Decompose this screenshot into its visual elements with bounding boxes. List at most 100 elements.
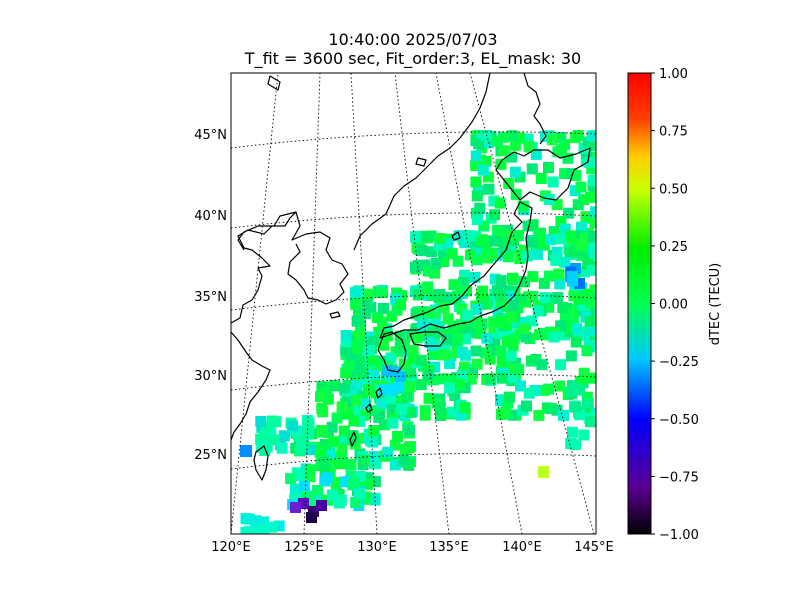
dtec-patch (477, 164, 489, 176)
dtec-patch (416, 320, 428, 332)
dtec-patch (492, 135, 504, 147)
dtec-patch (541, 402, 553, 414)
dtec-patch (405, 367, 417, 378)
dtec-patch (477, 285, 489, 297)
dtec-patch (584, 315, 596, 327)
dtec-patch (498, 360, 510, 372)
dtec-patch (459, 361, 470, 373)
dtec-patch (565, 386, 577, 398)
dtec-patch (558, 409, 569, 421)
dtec-patch (304, 444, 316, 456)
dtec-patch (471, 247, 483, 259)
dtec-patch (329, 380, 341, 392)
dtec-patch (496, 372, 508, 384)
dtec-patch (410, 231, 422, 243)
dtec-patch (369, 494, 381, 506)
dtec-patch (547, 176, 559, 188)
coastline-rishiri (267, 75, 281, 91)
dtec-patch-negative (316, 500, 327, 511)
plot-title-params: T_fit = 3600 sec, Fit_order:3, EL_mask: … (244, 49, 582, 68)
dtec-patch (498, 145, 510, 157)
dtec-patch (339, 382, 351, 394)
dtec-patch (258, 516, 270, 528)
dtec-patch (456, 369, 468, 381)
coastline-taiwan (253, 445, 269, 481)
dtec-patch (456, 303, 468, 315)
dtec-patch (407, 352, 419, 364)
dtec-patch (552, 292, 564, 304)
dtec-patch (521, 400, 532, 412)
dtec-patch (395, 299, 406, 311)
dtec-patch (586, 264, 596, 276)
dtec-patch (303, 417, 315, 429)
dtec-patch (523, 141, 535, 153)
lat-tick-label: 45°N (194, 128, 227, 143)
dtec-patch (548, 331, 560, 343)
dtec-patch (407, 344, 419, 356)
dtec-patch (495, 345, 507, 357)
meridian-line (303, 73, 321, 534)
dtec-patch (471, 304, 483, 315)
dtec-patch (345, 459, 357, 470)
dtec-patch (360, 491, 372, 503)
dtec-patch (543, 162, 554, 173)
dtec-patch (527, 236, 539, 248)
dtec-patch (543, 301, 555, 313)
dtec-patch (351, 364, 363, 375)
colorbar-tick-label: −1.00 (659, 528, 699, 543)
dtec-patch (571, 323, 583, 335)
dtec-patch (495, 328, 507, 339)
lat-tick-label: 35°N (194, 290, 227, 305)
dtec-patch (419, 259, 431, 271)
dtec-patch (394, 342, 406, 354)
dtec-patch (526, 163, 538, 175)
colorbar (627, 72, 652, 535)
dtec-patch (495, 158, 507, 170)
dtec-patch (465, 373, 477, 385)
dtec-patch (483, 183, 495, 195)
dtec-patch (406, 329, 418, 341)
dtec-patch (335, 494, 347, 506)
dtec-patch (489, 273, 501, 285)
dtec-patch (575, 240, 587, 252)
dtec-patch (362, 472, 374, 484)
dtec-patch (401, 346, 413, 358)
dtec-patch (369, 458, 381, 470)
dtec-patch (568, 238, 580, 250)
dtec-patch (422, 265, 434, 277)
dtec-patch (266, 415, 278, 427)
dtec-patch (555, 359, 567, 371)
dtec-patch-negative (308, 506, 319, 517)
dtec-patch (340, 330, 352, 341)
dtec-patch (250, 515, 262, 527)
dtec-patch (578, 429, 590, 441)
dtec-patch-negative (290, 502, 301, 513)
dtec-patch (367, 355, 379, 367)
dtec-patch (464, 249, 476, 261)
dtec-patch (489, 328, 501, 340)
dtec-patch (572, 130, 584, 141)
dtec-patch (370, 405, 382, 417)
dtec-patch (258, 523, 270, 534)
map-frame (230, 72, 597, 535)
coastline-honshu (379, 201, 533, 339)
dtec-patch (386, 384, 398, 396)
dtec-patch (555, 216, 567, 227)
dtec-patch (503, 178, 515, 189)
dtec-patch (582, 290, 594, 301)
dtec-patch (566, 271, 578, 283)
dtec-patch (298, 480, 310, 492)
dtec-patch (367, 336, 379, 348)
dtec-patch (482, 171, 494, 183)
dtec-patch (495, 395, 507, 407)
dtec-patch (340, 367, 352, 379)
parallel-line (231, 294, 596, 311)
dtec-patch (519, 276, 530, 288)
dtec-patch (589, 242, 596, 254)
dtec-patch (565, 230, 577, 242)
coastline-okinawa (349, 431, 357, 447)
dtec-patch (441, 238, 453, 250)
dtec-patch (410, 261, 421, 273)
dtec-patch (522, 133, 534, 145)
dtec-patch (438, 349, 450, 361)
